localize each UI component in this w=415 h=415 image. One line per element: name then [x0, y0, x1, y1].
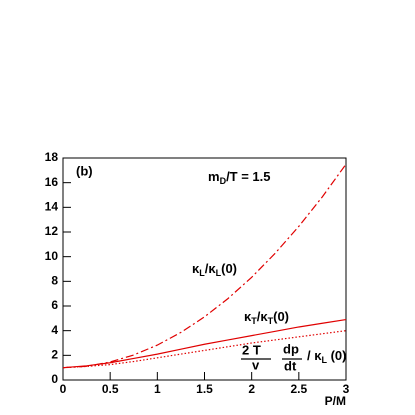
x-tick-label: 0	[60, 382, 67, 396]
label-part: (0)	[327, 348, 347, 363]
curve	[62, 318, 347, 369]
label-part: /κ	[205, 261, 217, 276]
label-part: m	[208, 169, 220, 184]
panel-label: (b)	[76, 163, 93, 178]
x-tick-label: 1	[154, 382, 161, 396]
label-part: 2 T	[242, 342, 261, 357]
label-part: dt	[284, 358, 297, 373]
x-tick-label: 0.5	[102, 382, 119, 396]
y-tick-label: 8	[51, 274, 58, 288]
y-tick-label: 18	[45, 150, 59, 164]
label-part: v	[252, 357, 260, 372]
y-tick-label: 4	[51, 323, 58, 337]
y-tick-label: 2	[51, 348, 58, 362]
label-part: / κL (0)	[307, 348, 346, 365]
y-tick-label: 10	[45, 249, 59, 263]
label-part: dp	[283, 341, 299, 356]
y-tick-label: 0	[51, 372, 58, 386]
label-part: L	[199, 268, 205, 278]
label-part: D	[220, 176, 227, 186]
y-tick-label: 6	[51, 298, 58, 312]
label-part: / κ	[307, 348, 322, 363]
label-part: T	[251, 316, 257, 326]
kappa-t-label: κT/κT(0)	[244, 309, 289, 326]
label-part: κ	[244, 309, 252, 324]
ratio-label: 2 T dp v dt / κL (0)	[241, 341, 346, 373]
curve	[62, 163, 347, 369]
y-tick-label: 16	[45, 175, 59, 189]
label-part: κ	[192, 261, 200, 276]
label-part: L	[321, 355, 327, 365]
y-tick-label: 14	[45, 200, 59, 214]
label-part: L	[216, 268, 222, 278]
x-tick-label: 1.5	[196, 382, 213, 396]
x-tick-label: 3	[343, 382, 350, 396]
x-tick-label: 2	[248, 382, 255, 396]
label-part: (0)	[273, 309, 289, 324]
x-axis-label: P/M	[325, 394, 346, 408]
curve	[62, 330, 347, 369]
kappa-l-label: κL/κL(0)	[192, 261, 237, 278]
label-part: /T = 1.5	[226, 169, 270, 184]
x-tick-label: 2.5	[290, 382, 307, 396]
label-part: /κ	[257, 309, 269, 324]
label-part: (0)	[221, 261, 237, 276]
mass-label: mD/T = 1.5	[208, 169, 271, 186]
label-part: T	[268, 316, 274, 326]
y-tick-label: 12	[45, 224, 59, 238]
